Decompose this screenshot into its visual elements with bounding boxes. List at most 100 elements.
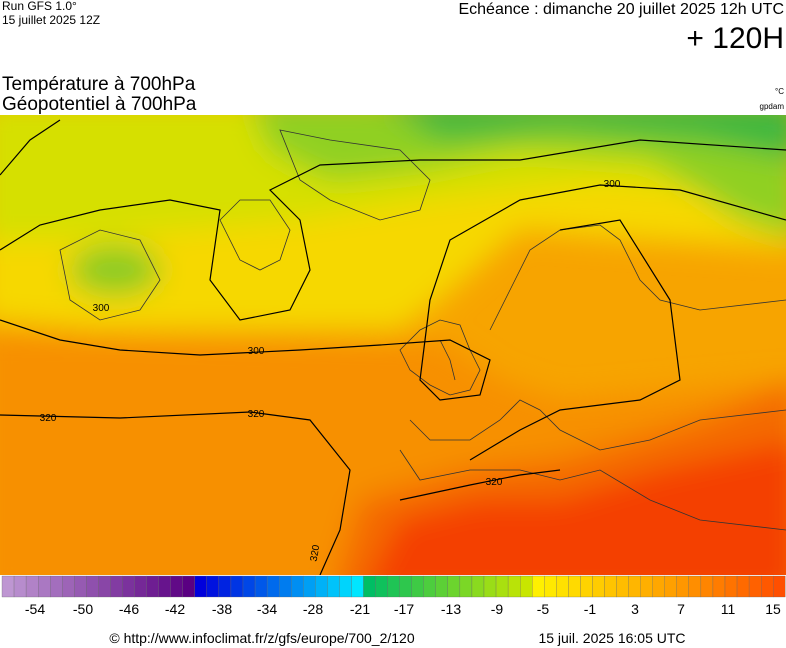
colorbar-tick-label: -28 — [303, 601, 323, 617]
run-date: 15 juillet 2025 12Z — [2, 13, 100, 27]
colorbar-swatch — [761, 575, 774, 598]
colorbar-swatch — [122, 575, 135, 598]
colorbar-swatch — [700, 575, 714, 598]
colorbar-swatch — [303, 575, 316, 598]
colorbar-swatch — [748, 575, 762, 598]
colorbar-swatch — [254, 575, 268, 598]
colorbar-swatch — [387, 575, 400, 598]
colorbar-swatch — [327, 575, 340, 598]
colorbar-swatch — [110, 575, 123, 598]
colorbar-swatch — [339, 575, 352, 598]
colorbar-swatch — [447, 575, 461, 598]
colorbar-swatch — [25, 575, 39, 598]
colorbar-swatch — [278, 575, 292, 598]
run-label: Run GFS 1.0° — [2, 0, 77, 13]
colorbar-swatch — [242, 575, 256, 598]
unit-temp: °C — [775, 87, 784, 96]
contour-label: 300 — [604, 179, 621, 190]
colorbar-swatch — [471, 575, 485, 598]
colorbar-swatch — [580, 575, 593, 598]
colorbar-swatch — [86, 575, 99, 598]
colorbar-swatch — [351, 575, 364, 598]
title-temperature: Température à 700hPa — [2, 74, 196, 95]
colorbar-tick-label: -50 — [73, 601, 93, 617]
colorbar-swatch — [206, 575, 220, 598]
unit-geo: gpdam — [760, 102, 785, 111]
colorbar-swatch — [38, 575, 51, 598]
footer-url: © http://www.infoclimat.fr/z/gfs/europe/… — [109, 630, 414, 646]
colorbar-tick-label: 15 — [765, 601, 781, 617]
colorbar-ticks: -54 -50 -46 -42 -38 -34 -28 -21 -17 -13 -9 -5 -1 3 7 11… — [25, 601, 781, 617]
colorbar-tick-label: 11 — [721, 601, 736, 617]
colorbar-swatch — [315, 575, 328, 598]
coastlines — [59, 129, 786, 531]
colorbar-swatch — [495, 575, 509, 598]
colorbar-swatch — [592, 575, 605, 598]
colorbar-swatch — [62, 575, 75, 598]
colorbar-swatch — [568, 575, 581, 598]
colorbar-swatch — [736, 575, 750, 598]
colorbar-tick-label: -13 — [441, 601, 461, 617]
contour-label: 320 — [486, 477, 503, 488]
colorbar-swatch — [483, 575, 497, 598]
title-geopotential: Géopotentiel à 700hPa — [2, 94, 197, 115]
lead-time: + 120H — [686, 22, 784, 55]
colorbar-swatch — [74, 575, 87, 598]
colorbar-tick-label: 7 — [677, 601, 685, 617]
colorbar-swatch — [652, 575, 665, 598]
colorbar-swatch — [218, 575, 232, 598]
colorbar-swatch — [724, 575, 738, 598]
colorbar-swatch — [520, 575, 533, 598]
colorbar-tick-label: -34 — [257, 601, 277, 617]
colorbar-swatch — [399, 575, 412, 598]
colorbar-swatch — [98, 575, 111, 598]
map: 300 300 300 320 320 320 320 — [0, 115, 786, 575]
colorbar-swatch — [532, 575, 545, 598]
colorbar-tick-label: -5 — [537, 601, 550, 617]
colorbar-tick-label: -1 — [584, 601, 597, 617]
colorbar-swatch — [146, 575, 159, 598]
colorbar-swatch — [50, 575, 63, 598]
colorbar-swatch — [266, 575, 280, 598]
colorbar-swatch — [375, 575, 388, 598]
colorbar-tick-label: -21 — [350, 601, 370, 617]
colorbar-swatch — [604, 575, 617, 598]
colorbar-swatch — [423, 575, 436, 598]
colorbar-swatch — [616, 575, 629, 598]
footer-timestamp: 15 juil. 2025 16:05 UTC — [538, 630, 685, 646]
contour-label: 320 — [309, 544, 323, 563]
colorbar-swatch — [507, 575, 521, 598]
colorbar-swatch — [13, 575, 27, 598]
colorbar-swatch — [628, 575, 641, 598]
colorbar-swatch — [640, 575, 653, 598]
colorbar-swatch — [363, 575, 376, 598]
colorbar-swatch — [411, 575, 424, 598]
colorbar-swatch — [230, 575, 244, 598]
colorbar-swatch — [556, 575, 569, 598]
colorbar-swatch — [1, 575, 15, 598]
colorbar-swatch — [435, 575, 448, 598]
colorbar-tick-label: 3 — [631, 601, 639, 617]
colorbar-swatch — [544, 575, 557, 598]
colorbar-swatch — [194, 575, 208, 598]
colorbar-swatch — [158, 575, 171, 598]
colorbar-swatch — [773, 575, 786, 598]
colorbar-swatch — [291, 575, 304, 598]
contour-label: 320 — [40, 413, 57, 424]
colorbar-swatch — [664, 575, 677, 598]
colorbar-swatch — [134, 575, 147, 598]
colorbar-swatch — [688, 575, 702, 598]
colorbar-swatch — [676, 575, 689, 598]
colorbar-tick-label: -54 — [25, 601, 45, 617]
contour-label: 300 — [248, 346, 265, 357]
colorbar-tick-label: -17 — [394, 601, 414, 617]
echeance: Echéance : dimanche 20 juillet 2025 12h … — [458, 1, 784, 18]
colorbar-tick-label: -38 — [212, 601, 232, 617]
contour-labels: 300 300 300 320 320 320 320 — [40, 179, 621, 563]
colorbar — [1, 575, 786, 598]
colorbar-swatch — [712, 575, 726, 598]
geopotential-contours — [0, 119, 786, 575]
colorbar-tick-label: -42 — [165, 601, 185, 617]
